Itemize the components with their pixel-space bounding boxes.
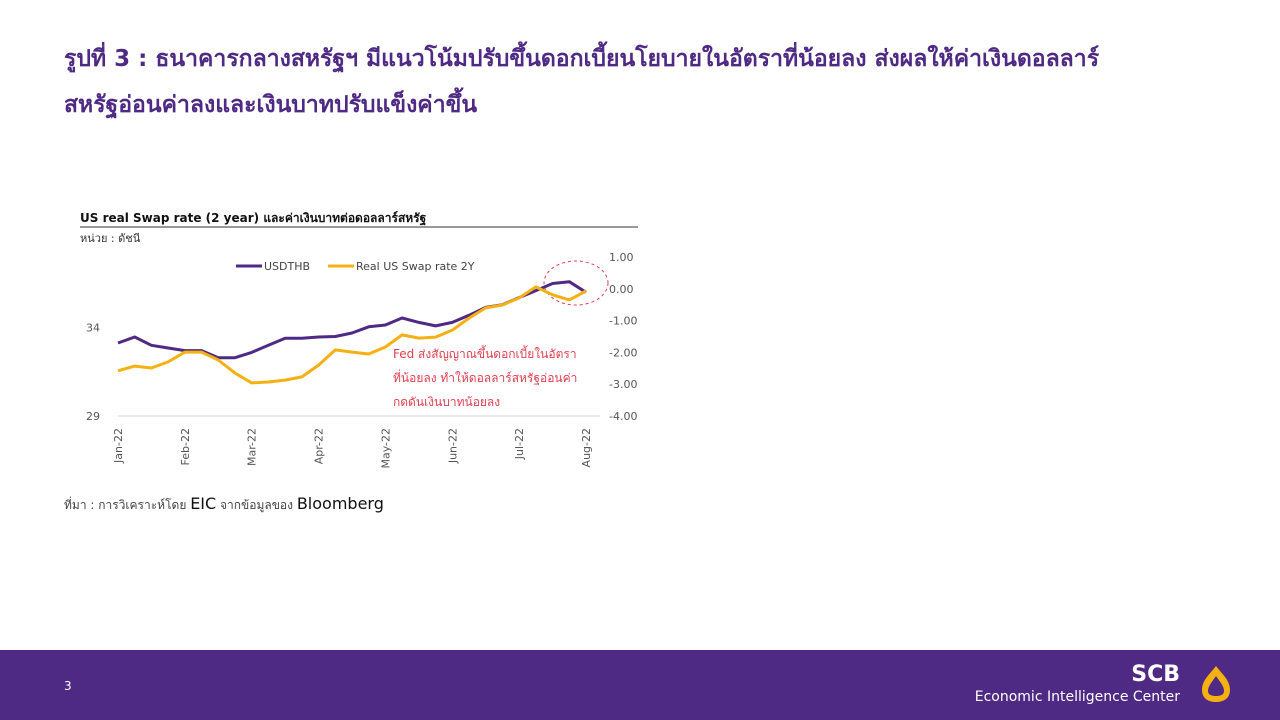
slide-title: รูปที่ 3 : ธนาคารกลางสหรัฐฯ มีแนวโน้มปรั… — [64, 36, 1214, 128]
brand-name: SCB — [1131, 662, 1180, 687]
x-tick-label: Apr-22 — [313, 428, 326, 464]
x-tick-label: Jun-22 — [446, 428, 459, 464]
y2-tick-label: -3.00 — [609, 378, 637, 391]
source: ที่มา : การวิเคราะห์โดย EIC จากข้อมูลของ… — [64, 494, 384, 515]
y2-tick-label: -2.00 — [609, 346, 637, 359]
x-tick-label: Jan-22 — [112, 428, 125, 464]
annotation: ที่น้อยลง ทำให้ดอลลาร์สหรัฐอ่อนค่า — [393, 369, 577, 385]
page-number: 3 — [64, 679, 72, 693]
y2-tick-label: -4.00 — [609, 410, 637, 423]
source-text: EIC — [190, 494, 217, 513]
chart-subtitle: หน่วย : ดัชนี — [80, 232, 141, 245]
x-tick-label: Feb-22 — [179, 428, 192, 465]
source-text: จากข้อมูลของ — [220, 498, 293, 512]
y2-tick-label: -1.00 — [609, 315, 637, 328]
x-tick-label: Aug-22 — [580, 428, 593, 467]
series-line — [117, 285, 587, 385]
highlight-circle — [543, 260, 609, 306]
y-tick-label: 34 — [86, 322, 100, 335]
brand-unit: Economic Intelligence Center — [974, 689, 1180, 705]
annotation: กดดันเงินบาทน้อยลง — [393, 395, 500, 409]
chart-title: US real Swap rate (2 year) และค่าเงินบาท… — [80, 211, 427, 226]
title-line: สหรัฐอ่อนค่าลงและเงินบาทปรับแข็งค่าขึ้น — [64, 92, 478, 118]
x-tick-label: Jul-22 — [513, 428, 526, 460]
legend-label: USDTHB — [264, 260, 310, 273]
x-tick-label: Mar-22 — [246, 428, 259, 466]
y-tick-label: 29 — [86, 410, 100, 423]
y2-tick-label: 1.00 — [609, 251, 634, 264]
footer: 3 SCB Economic Intelligence Center — [0, 650, 1280, 720]
logo — [1202, 666, 1230, 702]
annotation: Fed ส่งสัญญาณขึ้นดอกเบี้ยในอัตรา — [393, 345, 577, 361]
chart: US real Swap rate (2 year) และค่าเงินบาท… — [80, 211, 638, 469]
brand: SCB Economic Intelligence Center — [975, 662, 1180, 706]
source-text: ที่มา : การวิเคราะห์โดย — [64, 498, 187, 512]
source-text: Bloomberg — [296, 494, 384, 513]
title-line: รูปที่ 3 : ธนาคารกลางสหรัฐฯ มีแนวโน้มปรั… — [64, 46, 1100, 72]
legend-label: Real US Swap rate 2Y — [356, 260, 475, 273]
x-tick-label: May-22 — [379, 428, 392, 469]
y2-tick-label: 0.00 — [609, 283, 634, 296]
